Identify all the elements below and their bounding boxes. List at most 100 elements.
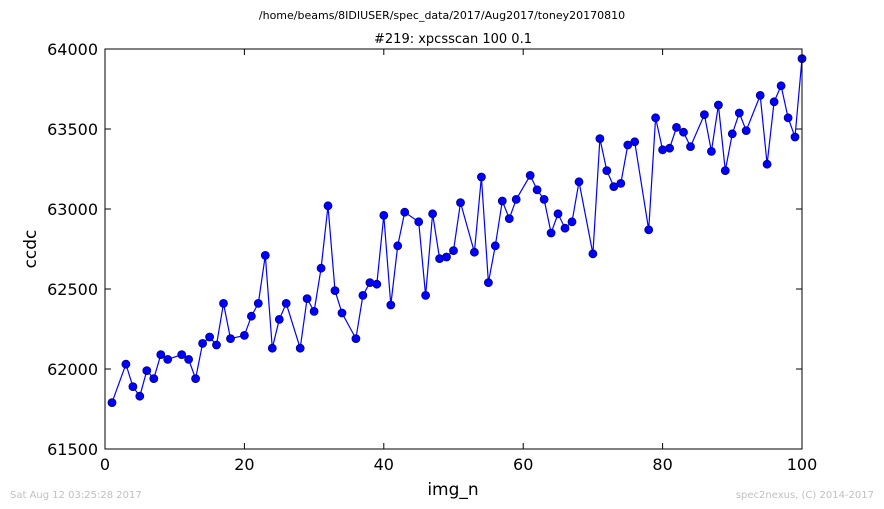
data-point	[442, 252, 451, 262]
data-point	[532, 185, 542, 195]
data-point	[525, 170, 535, 180]
footer-timestamp: Sat Aug 12 03:25:28 2017	[10, 490, 142, 501]
data-point	[672, 123, 681, 132]
data-point	[553, 209, 563, 219]
data-point	[776, 81, 786, 91]
data-point	[107, 398, 117, 408]
data-point	[330, 286, 340, 296]
data-point	[720, 166, 730, 176]
plot-frame	[104, 48, 803, 450]
data-point	[253, 298, 263, 308]
data-point	[644, 225, 654, 235]
series-line	[111, 58, 803, 403]
x-tick-label: 20	[234, 455, 254, 474]
data-point	[239, 330, 249, 340]
data-point	[630, 137, 640, 147]
y-tick-label: 61500	[47, 440, 98, 459]
data-point	[707, 146, 716, 156]
data-point	[734, 108, 744, 118]
data-point	[358, 290, 368, 300]
x-tick-label: 40	[374, 455, 394, 474]
data-point	[762, 159, 772, 169]
y-tick-label: 62000	[47, 360, 98, 379]
data-point	[219, 298, 228, 308]
data-point	[393, 241, 403, 251]
data-point	[281, 298, 291, 308]
data-point	[469, 247, 479, 257]
data-point	[700, 110, 709, 119]
data-point	[128, 382, 138, 392]
data-point	[476, 172, 486, 182]
data-point	[379, 210, 389, 220]
data-point	[755, 91, 765, 100]
y-tick-label: 63500	[47, 120, 98, 139]
data-point	[790, 132, 800, 142]
data-point	[602, 166, 612, 176]
data-point	[665, 143, 674, 153]
data-points	[107, 54, 807, 408]
data-series	[107, 54, 807, 408]
data-point	[574, 177, 584, 187]
data-point	[295, 343, 305, 353]
data-point	[504, 214, 514, 224]
x-tick-label: 100	[787, 455, 818, 474]
data-point	[351, 334, 361, 344]
data-point	[267, 343, 277, 353]
plot-title: #219: xpcsscan 100 0.1	[374, 32, 532, 47]
data-point	[302, 294, 312, 304]
data-point	[679, 127, 688, 137]
x-tick-label: 0	[100, 455, 110, 474]
x-axis-label: img_n	[427, 480, 478, 500]
data-point	[386, 300, 396, 310]
data-point	[560, 223, 570, 233]
y-tick-label: 64000	[47, 40, 98, 59]
y-tick-label: 63000	[47, 200, 98, 219]
data-point	[483, 278, 493, 288]
data-point	[595, 134, 605, 144]
data-point	[714, 100, 723, 110]
data-point	[456, 198, 465, 208]
data-point	[246, 311, 256, 321]
x-tick-label: 80	[652, 455, 672, 474]
data-point	[198, 338, 208, 348]
data-point	[539, 194, 549, 204]
data-point	[372, 279, 382, 289]
data-point	[783, 113, 793, 123]
data-point	[274, 314, 284, 324]
data-point	[309, 306, 319, 316]
data-point	[135, 391, 145, 401]
data-point	[205, 332, 215, 342]
y-axis-label: ccdc	[21, 230, 41, 269]
data-point	[741, 126, 751, 136]
axis-ticks: 0 20 40 60 80 100 61500 62000 62500 63000 63500 640…	[47, 40, 817, 474]
data-point	[511, 194, 521, 204]
data-point	[177, 350, 187, 360]
footer-credit: spec2nexus, (C) 2014-2017	[736, 490, 874, 501]
data-point	[497, 196, 507, 206]
data-point	[142, 366, 152, 376]
data-point	[149, 374, 159, 384]
data-point	[490, 241, 500, 251]
data-point	[567, 217, 577, 227]
data-point	[616, 178, 626, 188]
data-point	[414, 217, 424, 227]
data-point	[421, 290, 431, 300]
data-point	[184, 354, 194, 364]
data-point	[121, 359, 131, 369]
data-point	[428, 209, 438, 219]
data-point	[226, 334, 235, 344]
data-point	[191, 374, 201, 384]
x-tick-label: 60	[513, 455, 533, 474]
data-point	[727, 129, 737, 139]
data-point	[546, 228, 556, 238]
data-point	[212, 340, 221, 350]
data-point	[316, 263, 326, 273]
data-point	[156, 350, 166, 360]
data-point	[588, 249, 598, 259]
data-point	[651, 113, 660, 123]
data-point	[449, 246, 458, 256]
data-point	[163, 354, 173, 364]
data-point	[337, 308, 347, 318]
y-tick-label: 62500	[47, 280, 98, 299]
